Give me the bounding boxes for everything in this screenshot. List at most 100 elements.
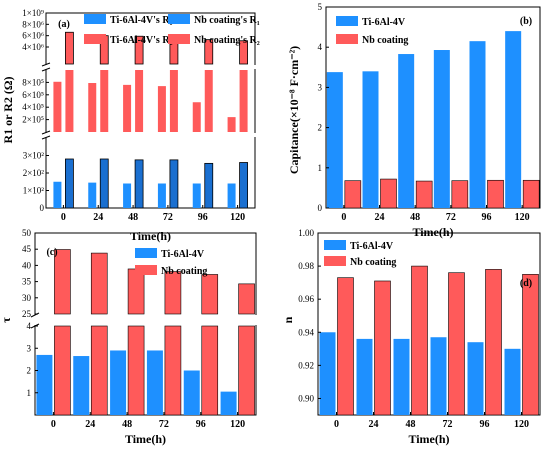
panel-b-bar-ti bbox=[362, 71, 379, 208]
panel-d-bar-nb bbox=[337, 277, 354, 416]
panel-d-bar-nb bbox=[374, 280, 391, 416]
panel-a-axis-break bbox=[40, 133, 261, 137]
panel-b-xlabel: Time(h) bbox=[412, 225, 453, 239]
panel-d-bar-ti bbox=[430, 337, 447, 415]
panel-a-frame bbox=[45, 12, 256, 209]
panel-d-bar-nb bbox=[485, 269, 502, 416]
panel-c-bar-nb-lower bbox=[90, 325, 108, 416]
panel-a-ytick-label: 0 bbox=[40, 203, 45, 213]
panel-a-ytick-label: 8×10⁶ bbox=[22, 19, 44, 29]
panel-a-bar-nb-r2-mid bbox=[239, 70, 248, 132]
panel-d-label: (d) bbox=[520, 278, 532, 289]
panel-a-bar-nb-r2 bbox=[239, 40, 248, 65]
panel-b-legend-ti-label: Ti-6Al-4V bbox=[362, 17, 406, 28]
panel-c-bar-ti bbox=[36, 354, 53, 415]
panel-c-bar-nb bbox=[90, 252, 108, 315]
panel-a-bar-ti-r1 bbox=[227, 183, 236, 208]
panel-c-xtick-label: 0 bbox=[51, 419, 56, 430]
panel-b-label: (b) bbox=[520, 16, 532, 27]
panel-a-bar-ti-r1 bbox=[53, 181, 62, 208]
panel-a-bar-ti-r1 bbox=[157, 183, 166, 208]
panel-b-xtick-label: 72 bbox=[446, 212, 456, 223]
panel-a-legend-nb-r1-swatch bbox=[168, 14, 190, 24]
panel-d-ytick-label: 0.90 bbox=[298, 393, 314, 403]
panel-a-ytick-label: 1×10⁹ bbox=[22, 8, 44, 18]
panel-a-xtick-label: 120 bbox=[230, 212, 245, 223]
panel-a-ytick-label: 6×10⁶ bbox=[22, 31, 44, 41]
panel-b-xtick-label: 24 bbox=[375, 212, 385, 223]
panel-d-bar-ti bbox=[319, 332, 336, 415]
panel-c-bar-nb bbox=[127, 268, 145, 315]
panel-b-bar-ti bbox=[326, 72, 343, 209]
panel-a-bar-ti-r1 bbox=[88, 182, 97, 208]
panel-a-bar-ti-r2 bbox=[192, 102, 201, 132]
panel-c-bar-nb bbox=[54, 249, 71, 315]
panel-c-ylabel: τ bbox=[0, 317, 13, 323]
panel-b-bar-ti bbox=[505, 31, 522, 209]
panel-b-xtick-label: 48 bbox=[410, 212, 420, 223]
panel-a-bar-nb-r2-mid bbox=[65, 70, 74, 132]
panel-d-ytick-label: 1.00 bbox=[298, 228, 314, 238]
panel-d-xtick-label: 72 bbox=[443, 419, 453, 430]
panel-b-xtick-label: 96 bbox=[482, 212, 492, 223]
panel-a-legend-nb-r2-label: Nb coating's R₂ bbox=[194, 35, 260, 46]
panel-b-frame bbox=[325, 6, 541, 209]
panel-a-legend-ti-r2-swatch bbox=[84, 34, 106, 44]
panel-a-xtick-label: 48 bbox=[128, 212, 138, 223]
panel-d-xtick-label: 120 bbox=[514, 419, 529, 430]
panel-c-xlabel: Time(h) bbox=[125, 432, 166, 446]
panel-d-legend-ti-swatch bbox=[324, 240, 346, 250]
panel-a-xtick-label: 96 bbox=[198, 212, 208, 223]
panel-a-axis-break bbox=[40, 65, 261, 69]
panel-b-ylabel: Capitance(×10⁻⁸ F·cm⁻²) bbox=[287, 46, 301, 174]
panel-b-bar-nb bbox=[415, 180, 433, 209]
panel-c-ytick-label: 25 bbox=[22, 309, 32, 319]
panel-a-ytick-label: 6×10⁵ bbox=[22, 90, 44, 100]
panel-b-xtick-label: 0 bbox=[341, 212, 346, 223]
panel-a-break-mark bbox=[41, 67, 51, 72]
panel-a-bar-nb-r1 bbox=[169, 159, 179, 209]
panel-d-bar-ti bbox=[356, 338, 373, 415]
panel-a-bar-nb-r1 bbox=[65, 158, 74, 209]
panel-b-bar-nb bbox=[344, 180, 362, 209]
panel-d-bar-ti bbox=[504, 348, 521, 415]
panel-b-ytick-label: 2 bbox=[318, 123, 323, 133]
panel-d-ytick-label: 0.96 bbox=[298, 294, 314, 304]
panel-c-bar-nb bbox=[238, 283, 255, 315]
panel-d-xtick-label: 48 bbox=[406, 419, 416, 430]
panel-a-bar-ti-r2 bbox=[157, 86, 166, 132]
panel-d-bar-nb bbox=[411, 265, 428, 416]
panel-b-xtick-label: 120 bbox=[515, 212, 530, 223]
panel-a-bar-ti-r2 bbox=[227, 117, 236, 132]
panel-c-bar-nb-lower bbox=[238, 325, 255, 416]
panel-d-bar-nb bbox=[522, 274, 539, 416]
panel-b-legend-nb-swatch bbox=[336, 34, 358, 44]
panel-a-ytick-label: 2×10⁵ bbox=[22, 115, 44, 125]
panel-a-bar-nb-r2 bbox=[204, 39, 214, 65]
panel-c-bar-ti bbox=[110, 350, 127, 415]
panel-a-bar-nb-r2 bbox=[134, 35, 144, 65]
panel-c-axis-break bbox=[29, 315, 262, 325]
panel-a-ytick-label: 4×10⁶ bbox=[22, 42, 44, 52]
panel-d-legend-nb-label: Nb coating bbox=[350, 257, 396, 268]
panel-a-bar-nb-r1 bbox=[239, 162, 248, 209]
panel-a-legend-ti-r1-swatch bbox=[84, 14, 106, 24]
panel-d-ytick-label: 0.98 bbox=[298, 261, 314, 271]
panel-a-legend-ti-r2-label: Ti-6Al-4V's R₂ bbox=[110, 35, 173, 46]
panel-c-ytick-label: 2 bbox=[27, 366, 32, 376]
panel-c-legend-nb-label: Nb coating bbox=[161, 266, 207, 277]
panel-a-ytick-label: 8×10⁵ bbox=[22, 77, 44, 87]
panel-d-bar-ti bbox=[467, 342, 484, 415]
panel-d-xlabel: Time(h) bbox=[408, 432, 449, 446]
panel-b-bar-ti bbox=[469, 41, 486, 208]
panel-c-ytick-label: 35 bbox=[22, 277, 32, 287]
panel-a-bar-ti-r2 bbox=[123, 84, 132, 132]
panel-d-ylabel: n bbox=[281, 316, 295, 323]
panel-c-xtick-label: 48 bbox=[122, 419, 132, 430]
panel-c-ytick-label: 45 bbox=[22, 244, 32, 254]
panel-c-bar-ti bbox=[146, 350, 163, 415]
panel-a-ytick-label: 1×10² bbox=[23, 186, 45, 196]
panel-c-ytick-label: 4 bbox=[27, 321, 32, 331]
panel-a-ytick-label: 2×10² bbox=[23, 168, 45, 178]
panel-b-bar-ti bbox=[433, 50, 450, 208]
